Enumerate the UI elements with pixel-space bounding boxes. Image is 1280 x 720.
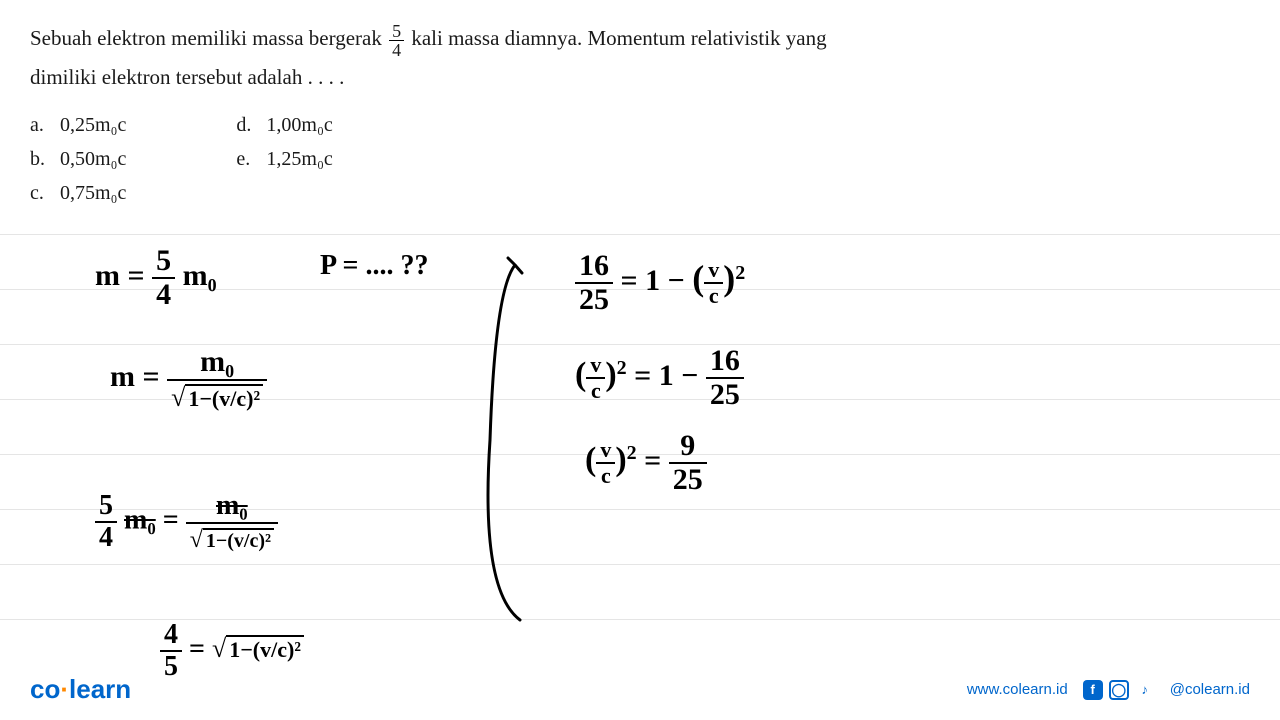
hw-eq4-eq: = [189, 633, 212, 664]
hw-eq6-eq: = 1 − [634, 359, 706, 392]
hw-eq7-num: 9 [669, 430, 707, 464]
opt-d-value: 1,00m₀c [266, 108, 332, 142]
opt-d-label: d. [236, 108, 266, 142]
footer-right: www.colearn.id f ◯ ♪ @colearn.id [967, 680, 1250, 700]
instagram-icon: ◯ [1109, 680, 1129, 700]
hw-eq3-num: 5 [95, 491, 117, 523]
opt-e-label: e. [236, 142, 266, 176]
hw-eq3-den: 4 [95, 523, 117, 553]
option-b: b. 0,50m₀c [30, 142, 126, 176]
hw-eq1-num: 5 [152, 245, 175, 279]
footer-url: www.colearn.id [967, 681, 1068, 698]
opt-b-label: b. [30, 142, 60, 176]
opt-b-value: 0,50m₀c [60, 142, 126, 176]
hw-eq6-num: 16 [706, 345, 744, 379]
hw-eq7-paren: ( [585, 441, 596, 478]
hw-eq5-den: 25 [575, 284, 613, 316]
hw-eq7: (vc)2 = 9 25 [585, 430, 707, 496]
hw-eq3-rhs-num: m₀ [186, 490, 278, 524]
option-d: d. 1,00m₀c [236, 108, 332, 142]
footer: co·learn www.colearn.id f ◯ ♪ @colearn.i… [0, 674, 1280, 705]
hw-eq4-lfrac: 4 5 [160, 620, 182, 682]
hw-eq6-den: 25 [706, 379, 744, 411]
hw-eq4: 4 5 = √1−(v/c)² [160, 620, 304, 682]
hw-eq6: (vc)2 = 1 − 16 25 [575, 345, 744, 411]
q-frac-den: 4 [389, 41, 404, 59]
q-frac-num: 5 [389, 22, 404, 41]
option-a: a. 0,25m₀c [30, 108, 126, 142]
q-part2: kali massa diamnya. Momentum relativisti… [411, 26, 826, 50]
hw-eq6-frac: 16 25 [706, 345, 744, 411]
hw-eq4-sqrt: √1−(v/c)² [212, 633, 304, 664]
hw-eq1-frac: 5 4 [152, 245, 175, 311]
hw-eq3: 5 4 m₀ = m₀ √1−(v/c)² [95, 490, 278, 554]
social-icons: f ◯ ♪ [1083, 680, 1155, 700]
hw-eq2-lhs: m = [110, 360, 160, 393]
q-fraction: 5 4 [389, 22, 404, 59]
logo-dot: · [60, 674, 69, 704]
hw-eq2-frac: m₀ √1−(v/c)² [167, 345, 267, 413]
hw-eq2: m = m₀ √1−(v/c)² [110, 345, 267, 413]
hw-eq1-p: P = .... ?? [320, 250, 429, 282]
hw-eq3-eq: = [163, 504, 186, 535]
hw-eq5-paren: ( [692, 258, 704, 298]
question-text: Sebuah elektron memiliki massa bergerak … [30, 20, 1250, 96]
hw-eq5-rhs: = 1 − [621, 264, 685, 297]
tiktok-icon: ♪ [1135, 680, 1155, 700]
hw-eq1-lhs: m = [95, 259, 145, 292]
footer-handle: @colearn.id [1170, 681, 1250, 698]
hw-eq6-paren: ( [575, 356, 586, 393]
opt-a-value: 0,25m₀c [60, 108, 126, 142]
hw-eq1-den: 4 [152, 279, 175, 311]
hw-eq2-num: m₀ [167, 345, 267, 381]
hw-eq5-lfrac: 16 25 [575, 250, 613, 316]
q-part1: Sebuah elektron memiliki massa bergerak [30, 26, 387, 50]
q-part3: dimiliki elektron tersebut adalah . . . … [30, 65, 344, 89]
curve-arrow [420, 240, 540, 640]
hw-eq5-num: 16 [575, 250, 613, 284]
hw-eq1-rhs: m₀ [183, 259, 217, 292]
opt-e-value: 1,25m₀c [266, 142, 332, 176]
hw-eq3-lfrac: 5 4 [95, 491, 117, 553]
hw-eq5: 16 25 = 1 − (vc)2 [575, 250, 745, 316]
facebook-icon: f [1083, 680, 1103, 700]
hw-eq2-den: √1−(v/c)² [167, 381, 267, 413]
hw-eq1: m = 5 4 m₀ [95, 245, 217, 311]
hw-eq7-den: 25 [669, 464, 707, 496]
hw-eq4-num: 4 [160, 620, 182, 652]
option-e: e. 1,25m₀c [236, 142, 332, 176]
hw-eq7-eq: = [644, 444, 669, 477]
logo: co·learn [30, 674, 131, 705]
hw-eq3-m0-1: m₀ [124, 504, 156, 535]
opt-a-label: a. [30, 108, 60, 142]
hw-eq3-rden: √1−(v/c)² [186, 524, 278, 554]
hw-eq3-rfrac: m₀ √1−(v/c)² [186, 490, 278, 554]
logo-learn: learn [69, 674, 131, 704]
logo-co: co [30, 674, 60, 704]
hw-eq7-frac: 9 25 [669, 430, 707, 496]
